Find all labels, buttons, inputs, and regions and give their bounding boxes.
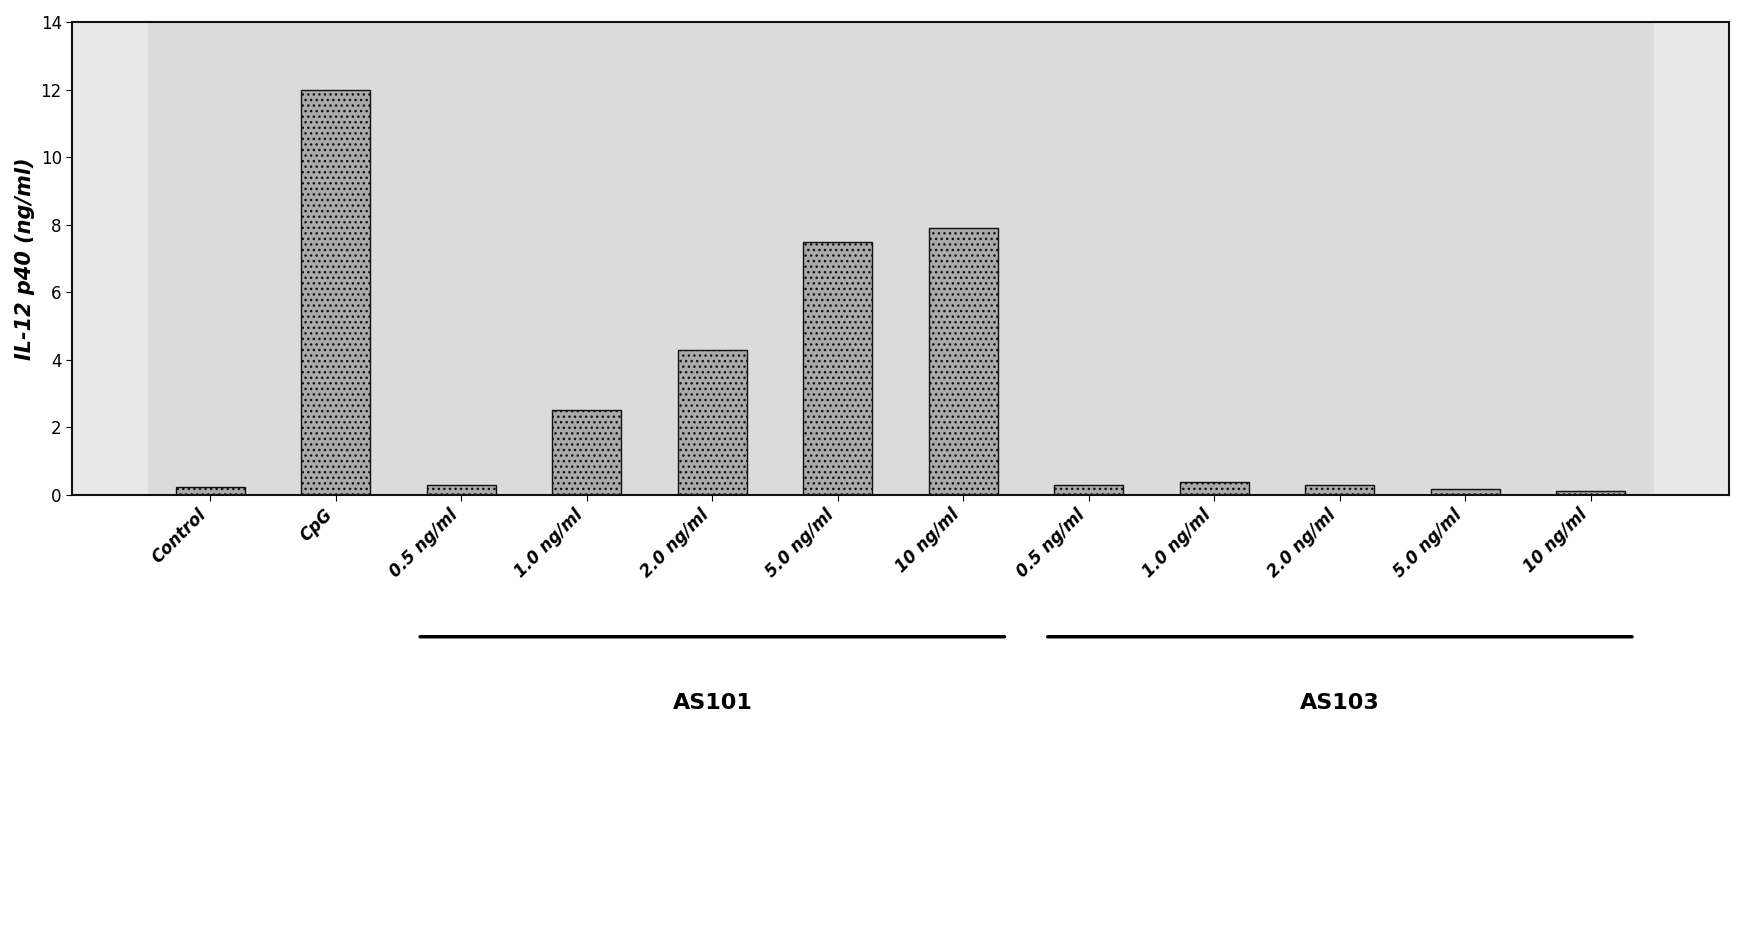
Text: AS101: AS101 <box>673 693 752 713</box>
Bar <box>1181 482 1249 495</box>
Bar <box>1556 491 1625 495</box>
Bar <box>1055 486 1123 495</box>
Bar <box>1430 488 1500 495</box>
Bar <box>678 349 746 495</box>
Bar <box>427 485 495 495</box>
Bar <box>1306 486 1374 495</box>
Bar <box>176 487 244 495</box>
Bar <box>804 242 872 495</box>
Y-axis label: IL-12 p40 (ng/ml): IL-12 p40 (ng/ml) <box>16 157 35 360</box>
Bar <box>302 89 370 495</box>
Text: AS103: AS103 <box>1299 693 1380 713</box>
Bar <box>930 228 998 495</box>
Bar <box>553 410 621 495</box>
